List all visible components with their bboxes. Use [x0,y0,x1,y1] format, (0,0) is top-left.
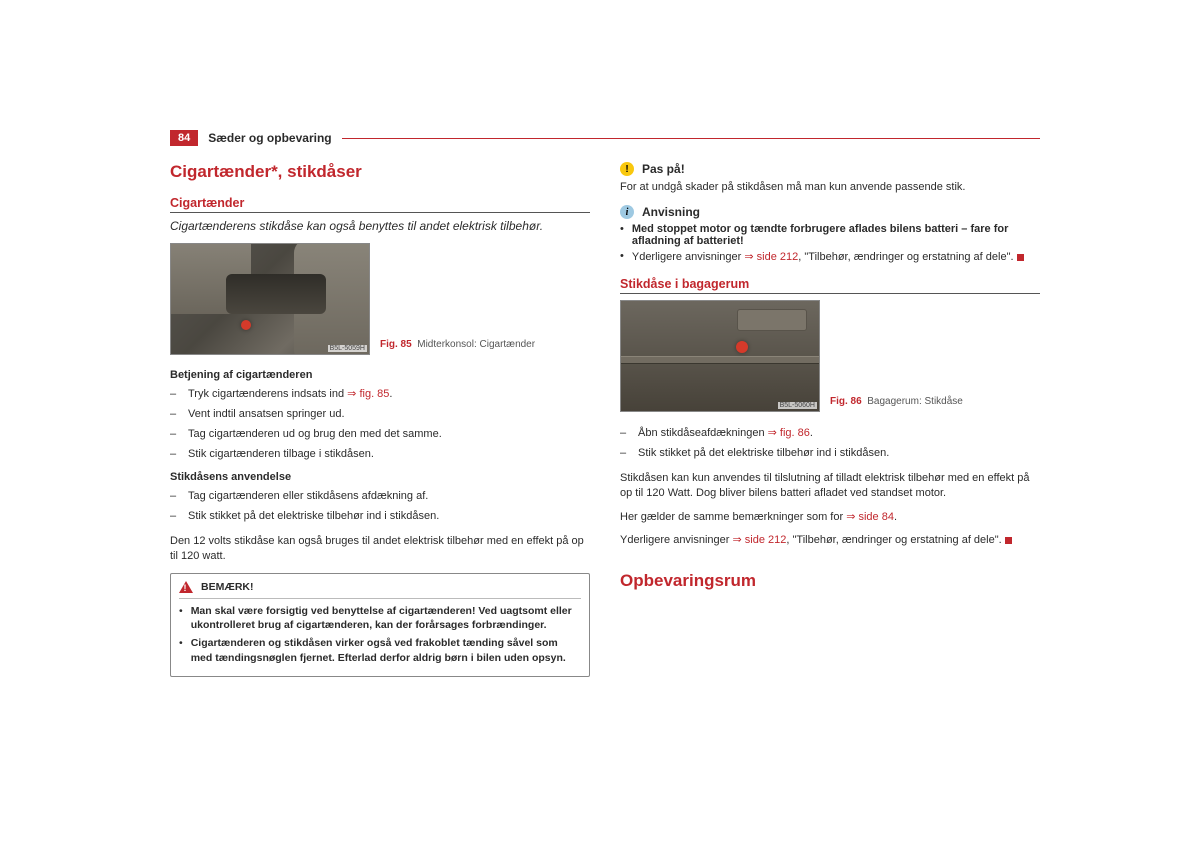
header-rule [342,138,1040,139]
caution-text: For at undgå skader på stikdåsen må man … [620,180,1040,195]
sock1: Tag cigartænderen eller stikdåsens afdæk… [188,489,428,504]
caution-icon: ! [620,162,634,176]
info-icon: i [620,205,634,219]
warning-bullet: •Man skal være forsigtig ved benyttelse … [179,604,581,633]
list-item: –Stik cigartænderen tilbage i stikdåsen. [170,447,590,462]
step1-ref: ⇒ fig. 86 [768,427,810,439]
op4: Stik cigartænderen tilbage i stikdåsen. [188,447,374,462]
list-item: –Tag cigartænderen eller stikdåsens afdæ… [170,489,590,504]
step2: Stik stikket på det elektriske tilbehør … [638,446,889,461]
warning-bullets: •Man skal være forsigtig ved benyttelse … [179,604,581,666]
note-bullets: •Med stoppet motor og tændte forbrugere … [620,223,1040,263]
end-marker-icon [1005,537,1012,544]
page-content: 84 Sæder og opbevaring Cigartænder*, sti… [170,130,1040,677]
note-b2-ref: ⇒ side 212 [744,251,798,263]
list-item: –Åbn stikdåseafdækningen ⇒ fig. 86. [620,426,1040,441]
list-item: –Vent indtil ansatsen springer ud. [170,407,590,422]
figure-85-tag: B5L-5059H [328,345,367,352]
fig85-label: Fig. 85 [380,339,412,350]
header-title: Sæder og opbevaring [208,131,331,145]
socket-list: –Tag cigartænderen eller stikdåsens afdæ… [170,489,590,524]
note-b2-post: , "Tilbehør, ændringer og erstatning af … [798,251,1013,263]
list-item: –Stik stikket på det elektriske tilbehør… [620,446,1040,461]
p3-pre: Yderligere anvisninger [620,534,733,546]
warn-b2: Cigartænderen og stikdåsen virker også v… [191,637,566,664]
subsection-cigar: Cigartænder [170,196,590,213]
warning-bullet: •Cigartænderen og stikdåsen virker også … [179,636,581,665]
end-marker-icon [1017,254,1024,261]
operation-list: –Tryk cigartænderens indsats ind ⇒ fig. … [170,387,590,461]
step1-pre: Åbn stikdåseafdækningen [638,427,768,439]
warning-icon [179,581,193,593]
section-title: Cigartænder*, stikdåser [170,162,590,182]
warn-b1: Man skal være forsigtig ved benyttelse a… [191,605,572,632]
two-column-layout: Cigartænder*, stikdåser Cigartænder Ciga… [170,162,1040,677]
sock2: Stik stikket på det elektriske tilbehør … [188,509,439,524]
op1-post: . [389,388,392,400]
warning-box: BEMÆRK! •Man skal være forsigtig ved ben… [170,573,590,677]
subsection-trunk: Stikdåse i bagagerum [620,277,1040,294]
trunk-p3: Yderligere anvisninger ⇒ side 212, "Tilb… [620,533,1040,548]
left-column: Cigartænder*, stikdåser Cigartænder Ciga… [170,162,590,677]
caution-head: ! Pas på! [620,162,1040,176]
note-b2-pre: Yderligere anvisninger [632,251,745,263]
op3: Tag cigartænderen ud og brug den med det… [188,427,442,442]
figure-86: B5L-5060H Fig. 86 Bagagerum: Stikdåse [620,300,1040,412]
figure-86-caption: Fig. 86 Bagagerum: Stikdåse [830,395,963,412]
op1-ref: ⇒ fig. 85 [347,388,389,400]
list-item: –Stik stikket på det elektriske tilbehør… [170,509,590,524]
trunk-steps: –Åbn stikdåseafdækningen ⇒ fig. 86. –Sti… [620,426,1040,461]
warning-label: BEMÆRK! [201,580,254,595]
step1-post: . [810,427,813,439]
note-head: i Anvisning [620,205,1040,219]
page-header: 84 Sæder og opbevaring [170,130,1040,146]
list-item: –Tag cigartænderen ud og brug den med de… [170,427,590,442]
figure-85-caption: Fig. 85 Midterkonsol: Cigartænder [380,338,535,355]
page-number: 84 [170,130,198,146]
figure-85-image: B5L-5059H [170,243,370,355]
section-storage: Opbevaringsrum [620,571,1040,591]
intro-text: Cigartænderens stikdåse kan også benytte… [170,219,590,233]
fig86-label: Fig. 86 [830,396,862,407]
socket-heading: Stikdåsens anvendelse [170,471,590,483]
op2: Vent indtil ansatsen springer ud. [188,407,345,422]
trunk-p1: Stikdåsen kan kun anvendes til tilslutni… [620,471,1040,502]
figure-86-image: B5L-5060H [620,300,820,412]
op1-pre: Tryk cigartænderens indsats ind [188,388,347,400]
caution-label: Pas på! [642,162,685,176]
fig85-text: Midterkonsol: Cigartænder [417,339,535,350]
fig86-text: Bagagerum: Stikdåse [867,396,963,407]
figure-86-tag: B5L-5060H [778,402,817,409]
warning-head: BEMÆRK! [179,580,581,599]
note-bullet: • Yderligere anvisninger ⇒ side 212, "Ti… [620,250,1040,263]
list-item: –Tryk cigartænderens indsats ind ⇒ fig. … [170,387,590,402]
p2-pre: Her gælder de samme bemærkninger som for [620,511,846,523]
figure-85: B5L-5059H Fig. 85 Midterkonsol: Cigartæn… [170,243,590,355]
p3-ref: ⇒ side 212 [733,534,787,546]
right-column: ! Pas på! For at undgå skader på stikdås… [620,162,1040,677]
note-label: Anvisning [642,205,700,219]
note-b1: Med stoppet motor og tændte forbrugere a… [632,223,1009,247]
p2-ref: ⇒ side 84 [846,511,894,523]
p2-post: . [894,511,897,523]
p3-post: , "Tilbehør, ændringer og erstatning af … [786,534,1001,546]
socket-paragraph: Den 12 volts stikdåse kan også bruges ti… [170,534,590,565]
trunk-p2: Her gælder de samme bemærkninger som for… [620,510,1040,525]
operation-heading: Betjening af cigartænderen [170,369,590,381]
note-bullet: •Med stoppet motor og tændte forbrugere … [620,223,1040,247]
